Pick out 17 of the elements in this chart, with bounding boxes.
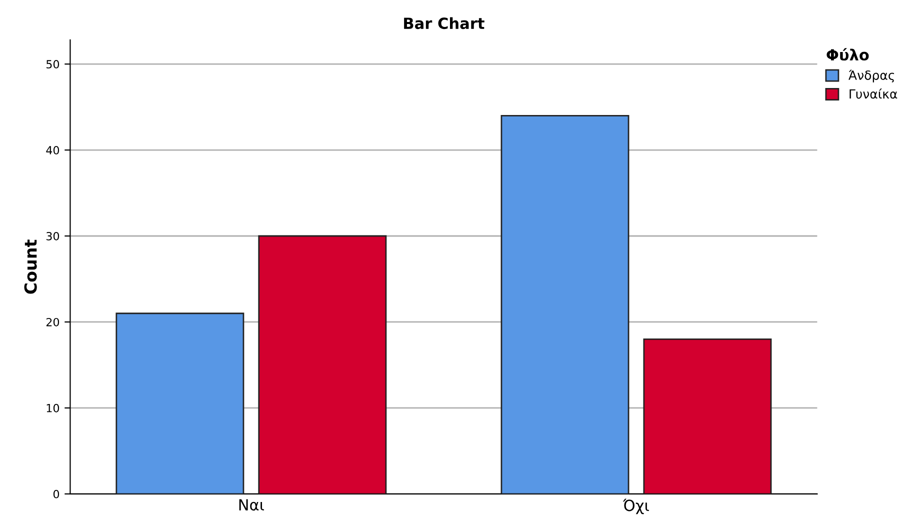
legend-label: Γυναίκα [850,88,898,99]
y-tick-label: 10 [46,404,60,412]
y-tick-label: 30 [46,232,60,240]
bar [500,114,630,494]
bar [643,338,772,494]
x-tick-label: Όχι [622,498,649,514]
x-tick-label: Ναι [239,499,264,511]
bar [258,235,387,494]
y-tick-label: 0 [53,490,60,498]
bar [116,312,244,494]
y-tick-label: 40 [46,146,60,154]
chart-title: Bar Chart [404,17,484,30]
legend-label: Άνδρας [848,70,894,82]
legend-title: Φύλο [826,48,869,61]
y-tick-label: 20 [46,318,60,326]
y-axis-title: Count [24,240,37,294]
y-tick-label: 50 [46,60,60,68]
